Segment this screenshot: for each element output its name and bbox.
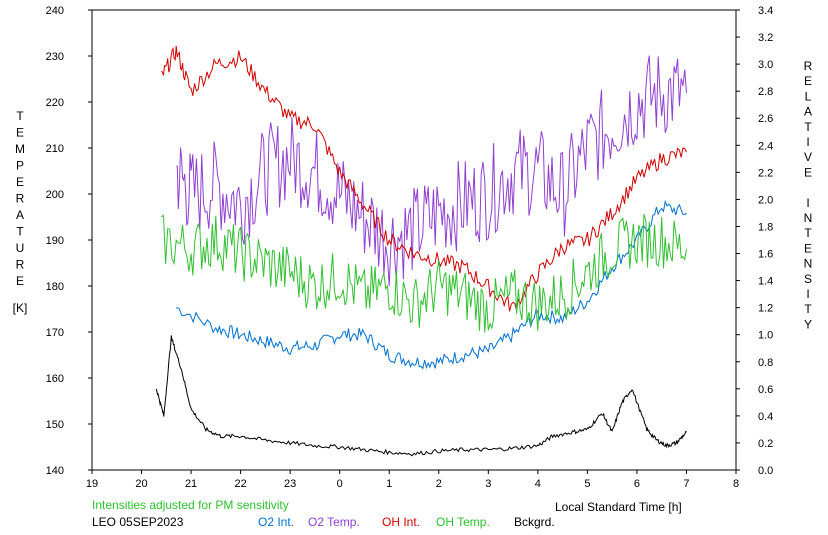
- right-axis-letter: N: [804, 211, 813, 225]
- x-tick-label: 7: [683, 478, 689, 490]
- left-y-axis-ticks: 140 150 160 170 180 190 200 210 220 230 240: [46, 5, 92, 477]
- right-axis-letter: Y: [804, 317, 812, 331]
- x-tick-label: 21: [185, 478, 197, 490]
- right-axis-letter: I: [806, 135, 809, 149]
- left-y-tick-label: 240: [46, 5, 64, 17]
- right-y-tick-label: 0.6: [758, 384, 773, 396]
- left-axis-letter: M: [15, 142, 25, 156]
- sensitivity-note: Intensities adjusted for PM sensitivity: [92, 498, 289, 512]
- left-axis-letter: U: [16, 241, 25, 255]
- station-date: LEO 05SEP2023: [92, 515, 184, 529]
- legend-o2-temp: O2 Temp.: [308, 515, 360, 529]
- right-axis-letter: R: [804, 59, 813, 73]
- right-y-tick-label: 1.0: [758, 330, 773, 342]
- x-tick-label: 0: [337, 478, 343, 490]
- x-tick-label: 2: [436, 478, 442, 490]
- right-y-tick-label: 2.8: [758, 86, 773, 98]
- x-tick-label: 6: [634, 478, 640, 490]
- right-axis-letter: T: [804, 226, 812, 240]
- left-y-tick-label: 210: [46, 143, 64, 155]
- right-y-tick-label: 2.0: [758, 194, 773, 206]
- x-axis-ticks: 19 20 21 22 23 0 1 2 3 4 5 6 7 8: [86, 470, 739, 490]
- right-y-tick-label: 3.0: [758, 59, 773, 71]
- series-line-o2-int: [176, 199, 687, 370]
- left-y-tick-label: 220: [46, 97, 64, 109]
- x-tick-label: 22: [234, 478, 246, 490]
- right-y-tick-label: 0.4: [758, 411, 773, 423]
- left-axis-letter: T: [16, 225, 24, 239]
- right-axis-letter: E: [804, 74, 812, 88]
- legend-o2-int: O2 Int.: [258, 515, 295, 529]
- legend-oh-int: OH Int.: [382, 515, 421, 529]
- right-y-tick-label: 2.2: [758, 167, 773, 179]
- right-axis-letter: V: [804, 150, 812, 164]
- right-axis-letter: A: [804, 105, 812, 119]
- right-axis-letter: T: [804, 302, 812, 316]
- right-y-tick-label: 1.4: [758, 276, 773, 288]
- left-axis-letter: T: [16, 109, 24, 123]
- right-axis-letter: I: [806, 287, 809, 301]
- x-tick-label: 3: [485, 478, 491, 490]
- legend-oh-temp: OH Temp.: [436, 515, 490, 529]
- right-axis-letter: N: [804, 257, 813, 271]
- left-y-tick-label: 160: [46, 373, 64, 385]
- x-axis-label: Local Standard Time [h]: [555, 500, 682, 514]
- right-y-tick-label: 1.6: [758, 249, 773, 261]
- x-tick-label: 5: [584, 478, 590, 490]
- left-axis-unit: [K]: [13, 301, 28, 315]
- series-line-oh-int: [161, 45, 687, 312]
- left-y-tick-label: 140: [46, 465, 64, 477]
- right-y-tick-label: 0.2: [758, 438, 773, 450]
- right-y-tick-label: 3.4: [758, 5, 773, 17]
- x-tick-label: 20: [135, 478, 147, 490]
- right-axis-letter: L: [805, 89, 812, 103]
- series-line-oh-temp: [161, 213, 687, 333]
- left-y-tick-label: 230: [46, 51, 64, 63]
- x-tick-label: 1: [386, 478, 392, 490]
- left-y-tick-label: 150: [46, 419, 64, 431]
- series-line-o2-temp: [175, 55, 687, 287]
- right-y-tick-label: 2.6: [758, 113, 773, 125]
- right-axis-letter: E: [804, 241, 812, 255]
- left-axis-letter: E: [16, 175, 24, 189]
- series-lines: [155, 45, 687, 457]
- right-axis-letter: S: [804, 272, 812, 286]
- left-axis-letter: E: [16, 126, 24, 140]
- left-y-tick-label: 200: [46, 189, 64, 201]
- right-y-tick-label: 2.4: [758, 140, 773, 152]
- left-axis-letter: A: [16, 208, 24, 222]
- left-axis-letter: E: [16, 274, 24, 288]
- x-tick-label: 4: [535, 478, 541, 490]
- right-axis-letter: I: [806, 196, 809, 210]
- right-y-tick-label: 0.8: [758, 357, 773, 369]
- left-y-tick-label: 170: [46, 327, 64, 339]
- left-axis-letter: R: [16, 192, 25, 206]
- x-tick-label: 23: [284, 478, 296, 490]
- right-y-tick-label: 3.2: [758, 32, 773, 44]
- left-y-tick-label: 180: [46, 281, 64, 293]
- left-axis-letter: P: [16, 159, 24, 173]
- right-axis-letter: E: [804, 165, 812, 179]
- right-axis-letter: T: [804, 120, 812, 134]
- x-tick-label: 19: [86, 478, 98, 490]
- left-axis-letter: R: [16, 258, 25, 272]
- x-tick-label: 8: [733, 478, 739, 490]
- right-y-axis-ticks: 0.0 0.2 0.4 0.6 0.8 1.0 1.2 1.4 1.6 1.8 2.0 2.2 2.4 2…: [736, 5, 773, 477]
- right-y-tick-label: 0.0: [758, 465, 773, 477]
- right-y-tick-label: 1.2: [758, 303, 773, 315]
- legend-background: Bckgrd.: [514, 515, 555, 529]
- series-line-bckgrd: [155, 335, 687, 457]
- left-y-tick-label: 190: [46, 235, 64, 247]
- right-y-tick-label: 1.8: [758, 221, 773, 233]
